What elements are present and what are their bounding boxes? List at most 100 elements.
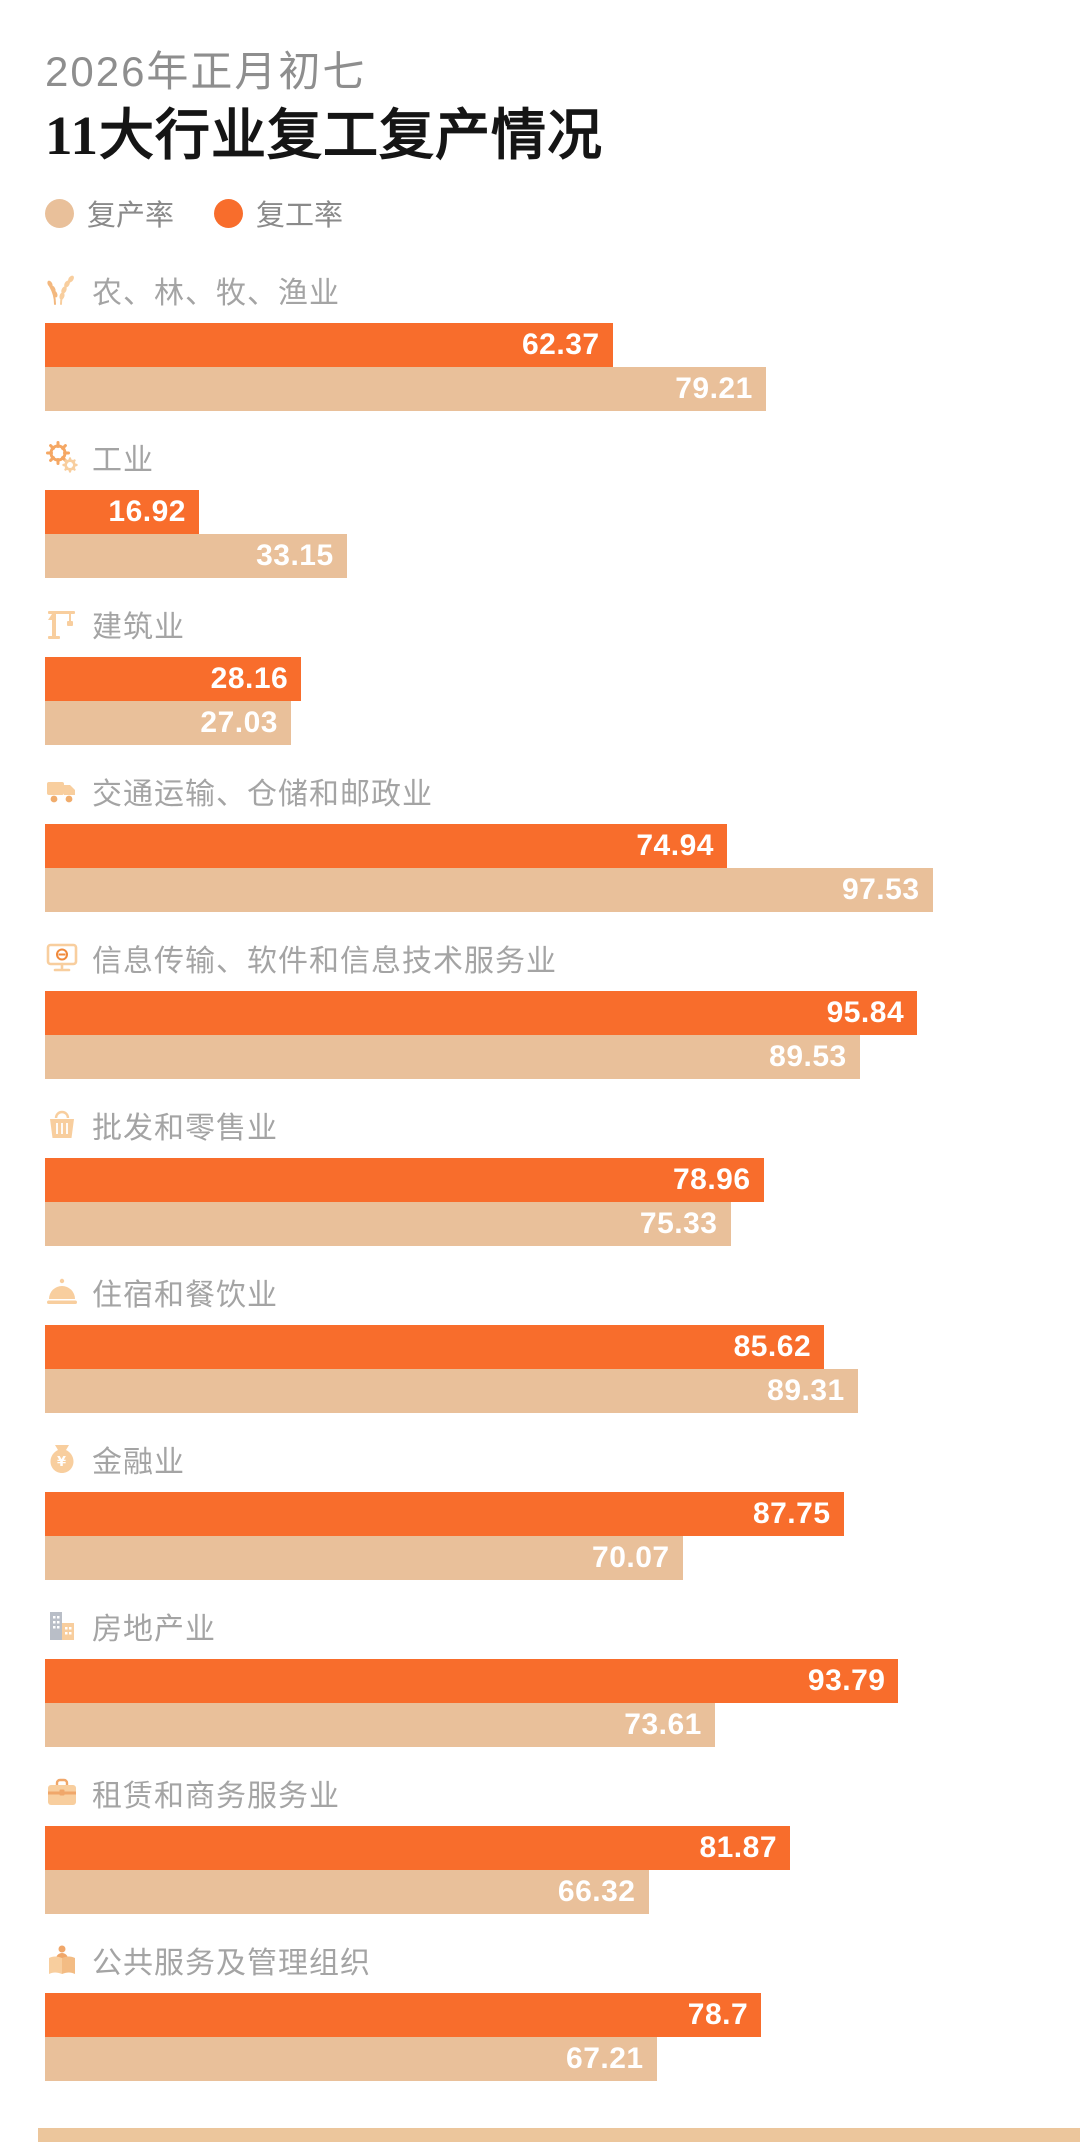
category-label: 房地产业 — [92, 1613, 216, 1646]
category-header: 房地产业 — [45, 1608, 1035, 1646]
gear-icon — [45, 440, 79, 474]
bar-value-production-rate: 75.33 — [639, 1207, 718, 1240]
bar-production-rate: 73.61 — [45, 1703, 715, 1747]
category-header: 公共服务及管理组织 — [45, 1942, 1035, 1980]
bar-value-work-rate: 87.75 — [752, 1497, 831, 1530]
bar-value-production-rate: 27.03 — [200, 706, 278, 739]
bar-value-production-rate: 79.21 — [675, 372, 753, 405]
bar-work-rate: 78.7 — [45, 1993, 762, 2037]
legend-label-production-rate: 复产率 — [87, 200, 175, 232]
category-label: 租赁和商务服务业 — [92, 1780, 340, 1813]
buildings-icon — [45, 1609, 79, 1643]
bar-work-rate: 87.75 — [45, 1492, 844, 1536]
category-header: 交通运输、仓储和邮政业 — [45, 773, 1035, 811]
bar-value-work-rate: 78.96 — [672, 1163, 751, 1196]
category-header: 批发和零售业 — [45, 1107, 1035, 1145]
category-block: 租赁和商务服务业 81.87 66.32 — [45, 1775, 1035, 1914]
category-block: 房地产业 93.79 73.61 — [45, 1608, 1035, 1747]
bar-production-rate: 66.32 — [45, 1870, 649, 1914]
category-block: 批发和零售业 78.96 75.33 — [45, 1107, 1035, 1246]
category-block: 信息传输、软件和信息技术服务业 95.84 89.53 — [45, 940, 1035, 1079]
bar-work-rate: 95.84 — [45, 991, 918, 1035]
bar-production-rate: 79.21 — [45, 367, 766, 411]
bar-work-rate: 16.92 — [45, 490, 199, 534]
bar-production-rate: 97.53 — [45, 868, 933, 912]
bar-value-production-rate: 66.32 — [557, 1875, 636, 1908]
bar-value-work-rate: 16.92 — [108, 495, 186, 528]
category-header: 农、林、牧、渔业 — [45, 272, 1035, 310]
bar-value-work-rate: 95.84 — [826, 996, 905, 1029]
category-block: ¥ 金融业 87.75 70.07 — [45, 1441, 1035, 1580]
bar-production-rate: 70.07 — [45, 1536, 683, 1580]
bar-value-work-rate: 28.16 — [210, 662, 289, 695]
category-header: 租赁和商务服务业 — [45, 1775, 1035, 1813]
bar-chart: 农、林、牧、渔业 62.37 79.21 工业 16.92 33.15 建筑业 … — [45, 272, 1035, 2081]
category-label: 建筑业 — [92, 611, 185, 644]
crane-icon — [45, 607, 79, 641]
bar-work-rate: 81.87 — [45, 1826, 791, 1870]
cloche-icon — [45, 1275, 79, 1309]
svg-text:¥: ¥ — [57, 1455, 67, 1470]
bar-value-work-rate: 78.7 — [687, 1998, 749, 2031]
bar-work-rate: 62.37 — [45, 323, 613, 367]
category-block: 住宿和餐饮业 85.62 89.31 — [45, 1274, 1035, 1413]
bar-work-rate: 28.16 — [45, 657, 302, 701]
bar-value-production-rate: 33.15 — [256, 539, 334, 572]
wheat-icon — [45, 273, 79, 307]
bar-work-rate: 85.62 — [45, 1325, 825, 1369]
bar-value-production-rate: 67.21 — [566, 2042, 644, 2075]
person-lectern-icon — [45, 1943, 79, 1977]
bar-production-rate: 89.53 — [45, 1035, 860, 1079]
legend-label-work-rate: 复工率 — [256, 200, 344, 232]
truck-icon — [45, 774, 79, 808]
category-header: 信息传输、软件和信息技术服务业 — [45, 940, 1035, 978]
category-label: 信息传输、软件和信息技术服务业 — [92, 945, 557, 978]
bar-production-rate: 75.33 — [45, 1202, 731, 1246]
category-label: 金融业 — [92, 1446, 185, 1479]
chart-subtitle: 2026年正月初七 — [45, 48, 367, 95]
legend: 复产率 复工率 — [45, 198, 1035, 232]
category-label: 公共服务及管理组织 — [92, 1947, 371, 1980]
bar-work-rate: 74.94 — [45, 824, 727, 868]
bar-value-work-rate: 93.79 — [807, 1664, 886, 1697]
bar-work-rate: 78.96 — [45, 1158, 764, 1202]
moneybag-icon: ¥ — [45, 1442, 79, 1476]
bar-value-work-rate: 62.37 — [521, 328, 600, 361]
category-header: ¥ 金融业 — [45, 1441, 1035, 1479]
bar-value-production-rate: 89.31 — [767, 1374, 845, 1407]
category-header: 工业 — [45, 439, 1035, 477]
category-label: 批发和零售业 — [92, 1112, 278, 1145]
legend-dot-production-rate — [45, 198, 74, 228]
category-label: 工业 — [92, 444, 154, 477]
bar-value-production-rate: 97.53 — [841, 873, 920, 906]
briefcase-icon — [45, 1776, 79, 1810]
category-label: 农、林、牧、渔业 — [92, 277, 340, 310]
chart-title: 11大行业复工复产情况 — [45, 105, 603, 166]
basket-icon — [45, 1108, 79, 1142]
bar-value-production-rate: 70.07 — [592, 1541, 670, 1574]
bar-production-rate: 27.03 — [45, 701, 291, 745]
category-label: 交通运输、仓储和邮政业 — [92, 778, 433, 811]
bar-production-rate: 33.15 — [45, 534, 347, 578]
legend-item-production-rate: 复产率 — [45, 192, 174, 234]
bar-production-rate: 67.21 — [45, 2037, 657, 2081]
bar-value-production-rate: 89.53 — [769, 1040, 847, 1073]
bar-value-work-rate: 85.62 — [733, 1330, 812, 1363]
bar-value-work-rate: 81.87 — [699, 1831, 778, 1864]
computer-icon — [45, 941, 79, 975]
category-block: 交通运输、仓储和邮政业 74.94 97.53 — [45, 773, 1035, 912]
category-header: 住宿和餐饮业 — [45, 1274, 1035, 1312]
category-block: 公共服务及管理组织 78.7 67.21 — [45, 1942, 1035, 2081]
category-block: 工业 16.92 33.15 — [45, 439, 1035, 578]
category-header: 建筑业 — [45, 606, 1035, 644]
bar-value-production-rate: 73.61 — [624, 1708, 702, 1741]
category-label: 住宿和餐饮业 — [92, 1279, 278, 1312]
bar-work-rate: 93.79 — [45, 1659, 899, 1703]
content-area: 2026年正月初七 11大行业复工复产情况 复产率 复工率 农、林、牧、渔业 6… — [45, 48, 1035, 2081]
bar-value-work-rate: 74.94 — [636, 829, 714, 862]
category-block: 农、林、牧、渔业 62.37 79.21 — [45, 272, 1035, 411]
legend-item-work-rate: 复工率 — [214, 192, 343, 234]
footer-accent-strip — [38, 2128, 1080, 2142]
category-block: 建筑业 28.16 27.03 — [45, 606, 1035, 745]
legend-dot-work-rate — [214, 198, 244, 228]
